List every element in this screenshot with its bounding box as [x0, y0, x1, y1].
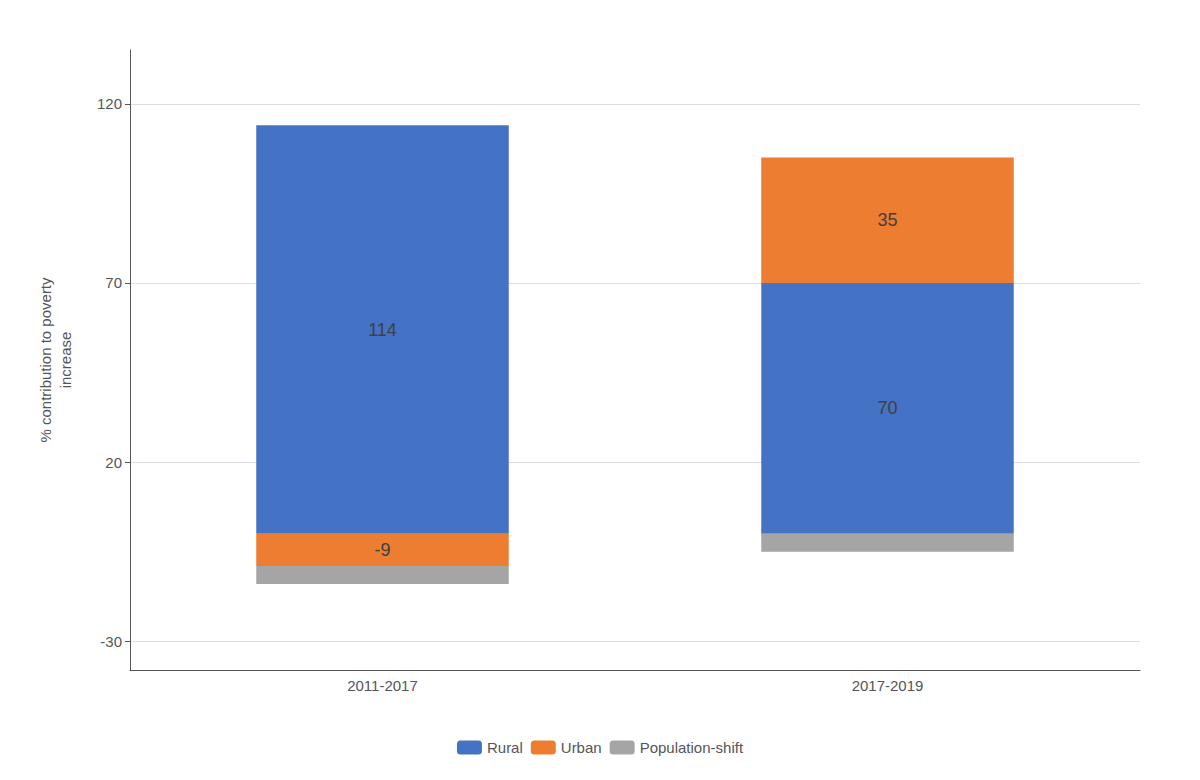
svg-text:Rural: Rural	[487, 739, 523, 756]
svg-text:35: 35	[877, 210, 897, 230]
svg-text:2017-2019: 2017-2019	[852, 677, 924, 694]
svg-text:-9: -9	[374, 540, 390, 560]
svg-text:70: 70	[105, 274, 122, 291]
svg-text:-30: -30	[100, 633, 122, 650]
svg-text:120: 120	[97, 95, 122, 112]
svg-text:20: 20	[105, 454, 122, 471]
svg-text:114: 114	[368, 320, 397, 340]
svg-text:increase: increase	[57, 332, 74, 389]
svg-text:70: 70	[877, 398, 897, 418]
svg-text:2011-2017: 2011-2017	[347, 677, 418, 694]
svg-text:% contribution to poverty: % contribution to poverty	[37, 277, 54, 443]
svg-text:Population-shift: Population-shift	[640, 739, 744, 756]
svg-text:Urban: Urban	[561, 739, 602, 756]
